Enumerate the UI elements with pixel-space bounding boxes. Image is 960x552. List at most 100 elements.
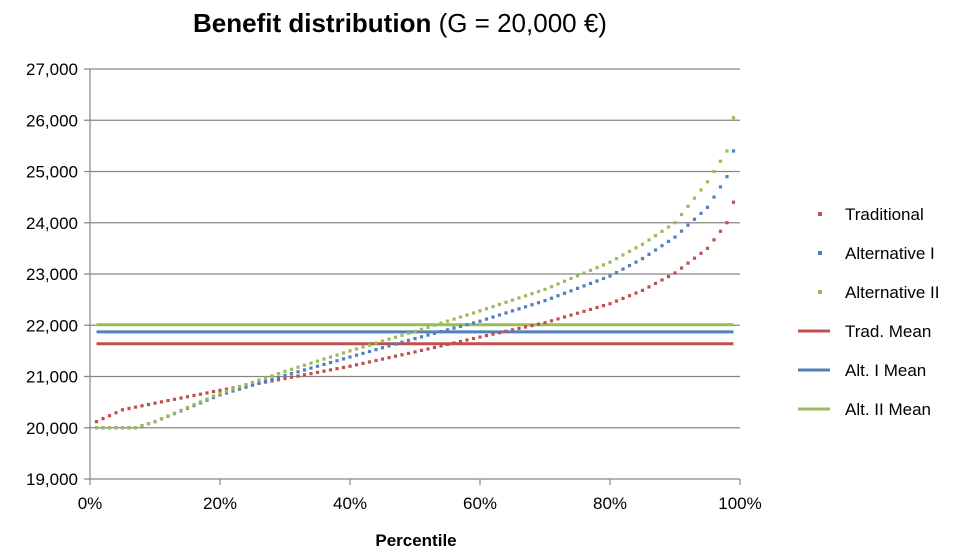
data-point (224, 389, 229, 393)
data-point (315, 370, 320, 374)
data-point (263, 379, 268, 383)
data-point (673, 221, 677, 225)
data-point (185, 395, 190, 399)
data-point (205, 397, 209, 401)
data-point (348, 355, 352, 359)
data-point (211, 390, 216, 394)
data-point (640, 242, 645, 246)
data-point (478, 319, 482, 323)
data-point (666, 225, 671, 229)
data-point (114, 411, 118, 415)
data-point (244, 382, 248, 387)
data-point (179, 396, 183, 400)
data-point (497, 331, 502, 335)
data-point (543, 299, 547, 303)
data-point (718, 185, 723, 189)
data-point (419, 335, 424, 339)
data-point (400, 333, 404, 337)
data-point (465, 313, 469, 317)
data-point (257, 378, 261, 382)
data-point (705, 205, 710, 209)
data-point (510, 328, 515, 332)
data-point (283, 373, 287, 378)
data-point (361, 351, 365, 355)
data-point (283, 369, 287, 373)
data-point (348, 349, 352, 353)
data-point (640, 257, 645, 261)
data-point (387, 344, 391, 348)
y-tick-label: 22,000 (26, 316, 78, 335)
data-point (276, 378, 281, 382)
y-tick-label: 24,000 (26, 214, 78, 233)
data-point (133, 426, 138, 430)
data-point (224, 391, 229, 395)
data-point (250, 380, 255, 384)
data-point (146, 422, 151, 426)
data-point (549, 296, 554, 300)
data-point (153, 420, 157, 424)
data-point (595, 279, 599, 283)
data-point (140, 404, 144, 408)
data-point (712, 195, 716, 199)
data-point (692, 256, 697, 260)
data-point (595, 266, 599, 270)
data-point (647, 252, 651, 256)
data-point (218, 391, 222, 396)
data-point (94, 426, 99, 430)
data-point (621, 253, 625, 257)
data-point (263, 376, 268, 380)
data-point (556, 317, 560, 321)
data-point (296, 374, 300, 378)
data-point (172, 397, 177, 401)
data-point (289, 367, 294, 371)
data-point (114, 426, 118, 430)
data-point (731, 116, 736, 120)
data-point (471, 336, 476, 341)
data-point (686, 261, 690, 265)
x-tick-label: 80% (593, 494, 627, 513)
data-point (692, 217, 697, 221)
data-point (361, 361, 365, 365)
data-point (458, 339, 463, 344)
data-point (166, 414, 170, 418)
data-point (328, 360, 333, 365)
data-point (517, 307, 521, 311)
data-point (367, 360, 372, 364)
data-point (458, 315, 463, 319)
data-point (328, 355, 333, 359)
data-point (107, 426, 112, 430)
data-point (504, 329, 508, 333)
legend-label: Alternative II (845, 283, 940, 302)
data-point (614, 299, 619, 303)
data-point (419, 327, 424, 331)
data-point (309, 361, 313, 365)
data-point (562, 279, 567, 283)
data-point (484, 334, 489, 338)
y-tick-label: 21,000 (26, 368, 78, 387)
data-point (322, 362, 326, 367)
y-tick-label: 25,000 (26, 163, 78, 182)
data-point (484, 317, 489, 321)
data-point (510, 309, 515, 313)
data-point (660, 244, 664, 248)
data-point (393, 335, 398, 339)
data-point (478, 335, 482, 339)
x-tick-label: 40% (333, 494, 367, 513)
data-point (159, 400, 164, 404)
data-point (549, 285, 554, 289)
x-tick-label: 0% (78, 494, 103, 513)
data-point (335, 353, 339, 357)
data-point (543, 287, 547, 291)
data-point (666, 274, 671, 279)
data-point (406, 351, 411, 355)
data-point (647, 238, 651, 242)
data-point (673, 271, 677, 275)
data-point (224, 387, 229, 391)
data-point (718, 229, 723, 233)
series-traditional (94, 200, 736, 424)
data-point (660, 278, 664, 282)
data-point (679, 266, 684, 270)
data-point (699, 188, 703, 192)
data-point (413, 350, 417, 354)
